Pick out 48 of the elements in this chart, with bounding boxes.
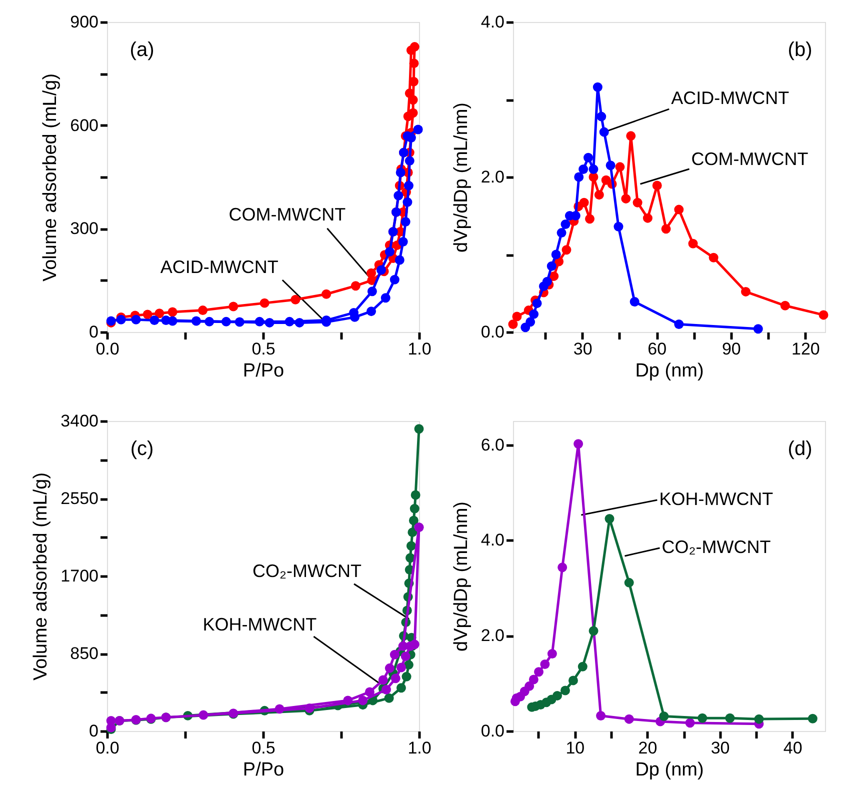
- x-axis-title: Dp (nm): [635, 360, 704, 382]
- annotation: (d): [788, 438, 812, 460]
- y-tick-label: 2.0: [480, 168, 504, 186]
- annotation: KOH-MWCNT: [202, 614, 317, 634]
- y-axis-title: Volume adsorbed (mL/g): [30, 472, 52, 681]
- annotation: COM-MWCNT: [228, 204, 346, 224]
- y-tick-label: 2.0: [480, 626, 504, 646]
- annotation: CO₂-MWCNT: [252, 560, 362, 581]
- y-tick-label: 2550: [60, 489, 98, 508]
- y-tick-label: 850: [70, 644, 98, 663]
- x-axis-title: P/Po: [242, 360, 284, 382]
- y-axis-title: dVp/dDp (mL/nm): [450, 502, 472, 652]
- y-tick-label: 0.0: [480, 722, 504, 740]
- x-tick-label: 0.5: [252, 340, 276, 358]
- x-axis-title: P/Po: [242, 760, 284, 780]
- annotation: COM-MWCNT: [691, 148, 808, 169]
- x-tick-label: 90: [722, 340, 741, 358]
- x-tick-label: 10: [566, 738, 585, 758]
- annotation: (c): [130, 438, 154, 460]
- x-tick-label: 1.0: [408, 340, 432, 358]
- annotation: KOH-MWCNT: [659, 488, 774, 509]
- x-tick-label: 0.5: [252, 738, 276, 758]
- x-tick-label: 30: [573, 340, 592, 358]
- x-tick-label: 60: [648, 340, 667, 358]
- annotation: ACID-MWCNT: [160, 257, 278, 278]
- y-tick-label: 1700: [60, 566, 98, 586]
- annotation: CO₂-MWCNT: [662, 536, 771, 557]
- y-tick-label: 0: [89, 322, 98, 342]
- annotation: ACID-MWCNT: [671, 88, 790, 108]
- y-tick-label: 300: [70, 219, 98, 238]
- x-tick-label: 30: [710, 738, 730, 758]
- x-tick-label: 1.0: [408, 738, 432, 758]
- y-axis-title: Volume adsorbed (mL/g): [40, 73, 62, 282]
- y-tick-label: 6.0: [480, 435, 504, 454]
- x-tick-label: 40: [783, 738, 802, 758]
- y-tick-label: 3400: [60, 412, 98, 430]
- y-tick-label: 600: [70, 116, 98, 135]
- y-tick-label: 4.0: [480, 530, 504, 550]
- y-tick-label: 0.0: [480, 322, 504, 342]
- y-tick-label: 4.0: [480, 12, 504, 32]
- x-axis-title: Dp (nm): [635, 760, 704, 780]
- y-tick-label: 0: [89, 722, 98, 740]
- y-axis-title: dVp/dDp (mL/nm): [450, 102, 472, 252]
- x-tick-label: 20: [638, 738, 658, 758]
- annotation: (a): [130, 39, 154, 61]
- y-tick-label: 900: [70, 12, 98, 32]
- x-tick-label: 120: [792, 340, 820, 358]
- annotation: (b): [788, 39, 812, 61]
